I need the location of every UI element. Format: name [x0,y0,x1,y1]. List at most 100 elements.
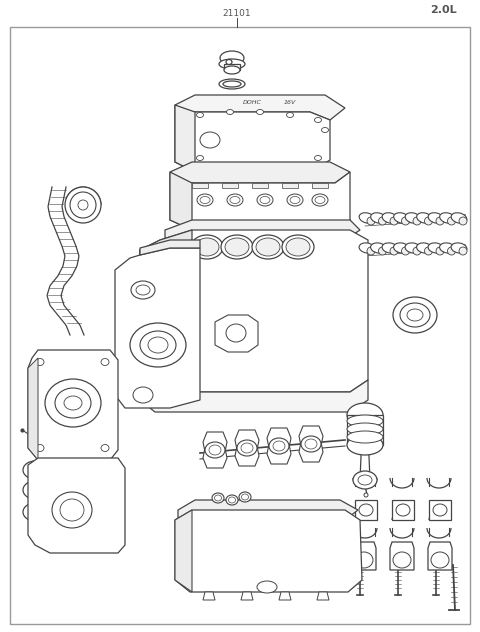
Ellipse shape [287,194,303,206]
Ellipse shape [131,281,155,299]
Ellipse shape [256,109,264,114]
Ellipse shape [440,243,456,253]
Ellipse shape [287,112,293,118]
Ellipse shape [78,200,88,210]
Ellipse shape [133,387,153,403]
Ellipse shape [241,443,253,453]
Ellipse shape [219,79,245,89]
Ellipse shape [379,247,386,255]
Ellipse shape [347,435,383,455]
Polygon shape [140,230,192,392]
Ellipse shape [219,59,245,69]
Ellipse shape [215,495,221,501]
Ellipse shape [228,497,236,503]
Ellipse shape [225,238,249,256]
Ellipse shape [459,217,467,225]
Polygon shape [203,432,227,452]
Ellipse shape [424,247,432,255]
Ellipse shape [257,194,273,206]
Ellipse shape [205,442,225,458]
Ellipse shape [393,297,437,333]
Ellipse shape [221,235,253,259]
Ellipse shape [196,112,204,118]
Polygon shape [235,430,259,450]
Ellipse shape [322,128,328,133]
Polygon shape [28,358,38,460]
Ellipse shape [355,552,373,568]
Ellipse shape [396,504,410,516]
Polygon shape [267,444,291,464]
Ellipse shape [382,213,398,223]
Ellipse shape [252,235,284,259]
Ellipse shape [286,238,310,256]
Ellipse shape [65,187,101,223]
Ellipse shape [447,217,456,225]
Ellipse shape [347,415,383,427]
Polygon shape [279,592,291,600]
Polygon shape [175,510,362,592]
Ellipse shape [200,197,210,204]
Ellipse shape [364,493,368,497]
Ellipse shape [224,66,240,74]
Polygon shape [347,415,383,445]
Ellipse shape [314,155,322,161]
Ellipse shape [401,217,409,225]
Polygon shape [175,105,195,172]
Ellipse shape [401,247,409,255]
Ellipse shape [136,285,150,295]
Ellipse shape [353,471,377,489]
Ellipse shape [451,243,467,253]
Ellipse shape [447,247,456,255]
Polygon shape [241,592,253,600]
Polygon shape [312,183,328,188]
Ellipse shape [227,109,233,114]
Ellipse shape [390,217,398,225]
Polygon shape [252,183,268,188]
Ellipse shape [226,495,238,505]
Polygon shape [140,240,200,255]
Polygon shape [170,162,350,183]
Ellipse shape [407,309,423,321]
Ellipse shape [413,247,421,255]
Ellipse shape [230,197,240,204]
Ellipse shape [290,197,300,204]
Text: DOHC: DOHC [242,100,262,106]
Ellipse shape [70,192,96,218]
Ellipse shape [436,217,444,225]
Polygon shape [224,64,240,70]
Ellipse shape [405,213,421,223]
Ellipse shape [424,217,432,225]
Ellipse shape [36,358,44,365]
Polygon shape [28,458,125,553]
Ellipse shape [64,396,82,410]
Ellipse shape [196,155,204,161]
Ellipse shape [191,235,223,259]
Ellipse shape [148,337,168,353]
Polygon shape [140,380,368,412]
Ellipse shape [301,436,321,452]
Polygon shape [235,446,259,466]
Polygon shape [392,500,414,520]
Polygon shape [175,510,192,592]
Ellipse shape [269,438,289,454]
Ellipse shape [220,51,244,65]
Ellipse shape [367,217,375,225]
Ellipse shape [256,238,280,256]
Ellipse shape [239,492,251,502]
Polygon shape [282,183,298,188]
Ellipse shape [273,441,285,451]
Ellipse shape [200,132,220,148]
Ellipse shape [52,492,92,528]
Ellipse shape [413,217,421,225]
Polygon shape [267,428,291,448]
Polygon shape [165,220,360,240]
Ellipse shape [314,118,322,123]
Polygon shape [203,448,227,468]
Ellipse shape [451,213,467,223]
Ellipse shape [212,493,224,503]
Ellipse shape [371,213,386,223]
Ellipse shape [367,247,375,255]
Ellipse shape [440,213,456,223]
Polygon shape [299,426,323,446]
Ellipse shape [371,243,386,253]
